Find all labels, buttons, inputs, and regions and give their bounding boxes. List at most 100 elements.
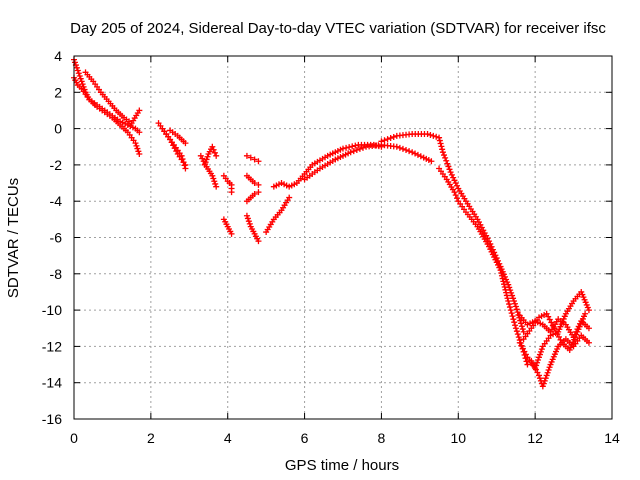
y-tick-label: -14 [42, 375, 62, 391]
series-track-n [243, 189, 262, 205]
data-point [213, 152, 220, 159]
y-tick-label: -6 [50, 230, 63, 246]
data-point [535, 357, 542, 364]
data-point [508, 310, 515, 317]
series-track-w [520, 310, 589, 354]
data-point [347, 149, 354, 156]
series-track-f [167, 127, 189, 147]
data-point [498, 269, 505, 276]
data-point [503, 292, 510, 299]
data-point [136, 107, 143, 114]
data-point [519, 326, 526, 333]
data-point [251, 180, 258, 187]
y-tick-label: 0 [54, 121, 62, 137]
data-point [446, 166, 453, 173]
data-point [444, 160, 451, 167]
data-point [228, 230, 235, 237]
series-track-i [220, 216, 235, 237]
data-point [454, 195, 461, 202]
data-point [437, 140, 444, 147]
series-track-r [378, 131, 527, 335]
data-point [509, 313, 516, 320]
data-point [255, 238, 262, 245]
y-tick-label: -4 [50, 193, 63, 209]
data-point [436, 137, 443, 144]
data-point [511, 319, 518, 326]
data-point [497, 267, 504, 274]
series-track-j [220, 172, 235, 196]
x-tick-label: 6 [301, 430, 309, 446]
data-point [507, 307, 514, 314]
data-point [500, 278, 507, 285]
data-point [245, 218, 252, 225]
y-axis-label: SDTVAR / TECUs [5, 178, 22, 298]
y-tick-label: -8 [50, 266, 63, 282]
data-point [511, 300, 518, 307]
x-tick-label: 12 [527, 430, 543, 446]
data-point [585, 325, 592, 332]
data-point [202, 159, 209, 166]
data-point [542, 375, 549, 382]
data-point [384, 136, 391, 143]
data-point [436, 134, 443, 141]
data-point [442, 154, 449, 161]
data-point [545, 366, 552, 373]
data-point [211, 178, 218, 185]
data-point [210, 146, 217, 153]
data-point [499, 275, 506, 282]
data-point [243, 152, 250, 159]
data-point [510, 316, 517, 323]
data-point [585, 307, 592, 314]
data-point [350, 148, 357, 155]
data-point [243, 212, 250, 219]
data-point [393, 143, 400, 150]
y-tick-label: 2 [54, 84, 62, 100]
data-point [352, 142, 359, 149]
data-point [445, 163, 452, 170]
axis-ticks: 0 2 4 6 8 10 12 14 4 2 0 -2 -4 -6 -8 -10 -12 -14 -16 [42, 48, 620, 446]
chart-title: Day 205 of 2024, Sidereal Day-to-day VTE… [70, 20, 606, 37]
data-point [409, 149, 416, 156]
data-point [546, 364, 553, 371]
data-point [512, 325, 519, 332]
series-track-s [436, 165, 531, 368]
data-point [417, 153, 424, 160]
data-point [510, 295, 517, 302]
grid [74, 56, 612, 419]
data-point [520, 328, 527, 335]
plot-frame [73, 55, 613, 420]
series-track-g [197, 152, 220, 190]
series-track-e [159, 125, 189, 168]
data-point [534, 359, 541, 366]
data-point [439, 149, 446, 156]
data-point [433, 133, 440, 140]
data-point [343, 144, 350, 151]
data-point [246, 220, 253, 227]
data-point [213, 183, 220, 190]
data-point [424, 131, 431, 138]
data-point [427, 131, 434, 138]
data-point [441, 152, 448, 159]
data-point [390, 133, 397, 140]
data-point [512, 303, 519, 310]
data-point [247, 154, 254, 161]
data-point [77, 75, 84, 82]
y-tick-label: -12 [42, 338, 62, 354]
data-point [78, 78, 85, 85]
data-point [582, 310, 589, 317]
data-point [136, 151, 143, 158]
data-point [501, 281, 508, 288]
data-point [134, 145, 141, 152]
data-point [203, 156, 210, 163]
data-point [439, 146, 446, 153]
data-point [518, 323, 525, 330]
x-tick-label: 0 [70, 430, 78, 446]
data-point [340, 145, 346, 152]
data-point [512, 322, 519, 329]
data-point [255, 181, 262, 188]
data-point [76, 72, 83, 79]
data-point [210, 175, 217, 182]
data-point [448, 171, 455, 178]
data-point [430, 132, 437, 139]
data-point [513, 328, 520, 335]
